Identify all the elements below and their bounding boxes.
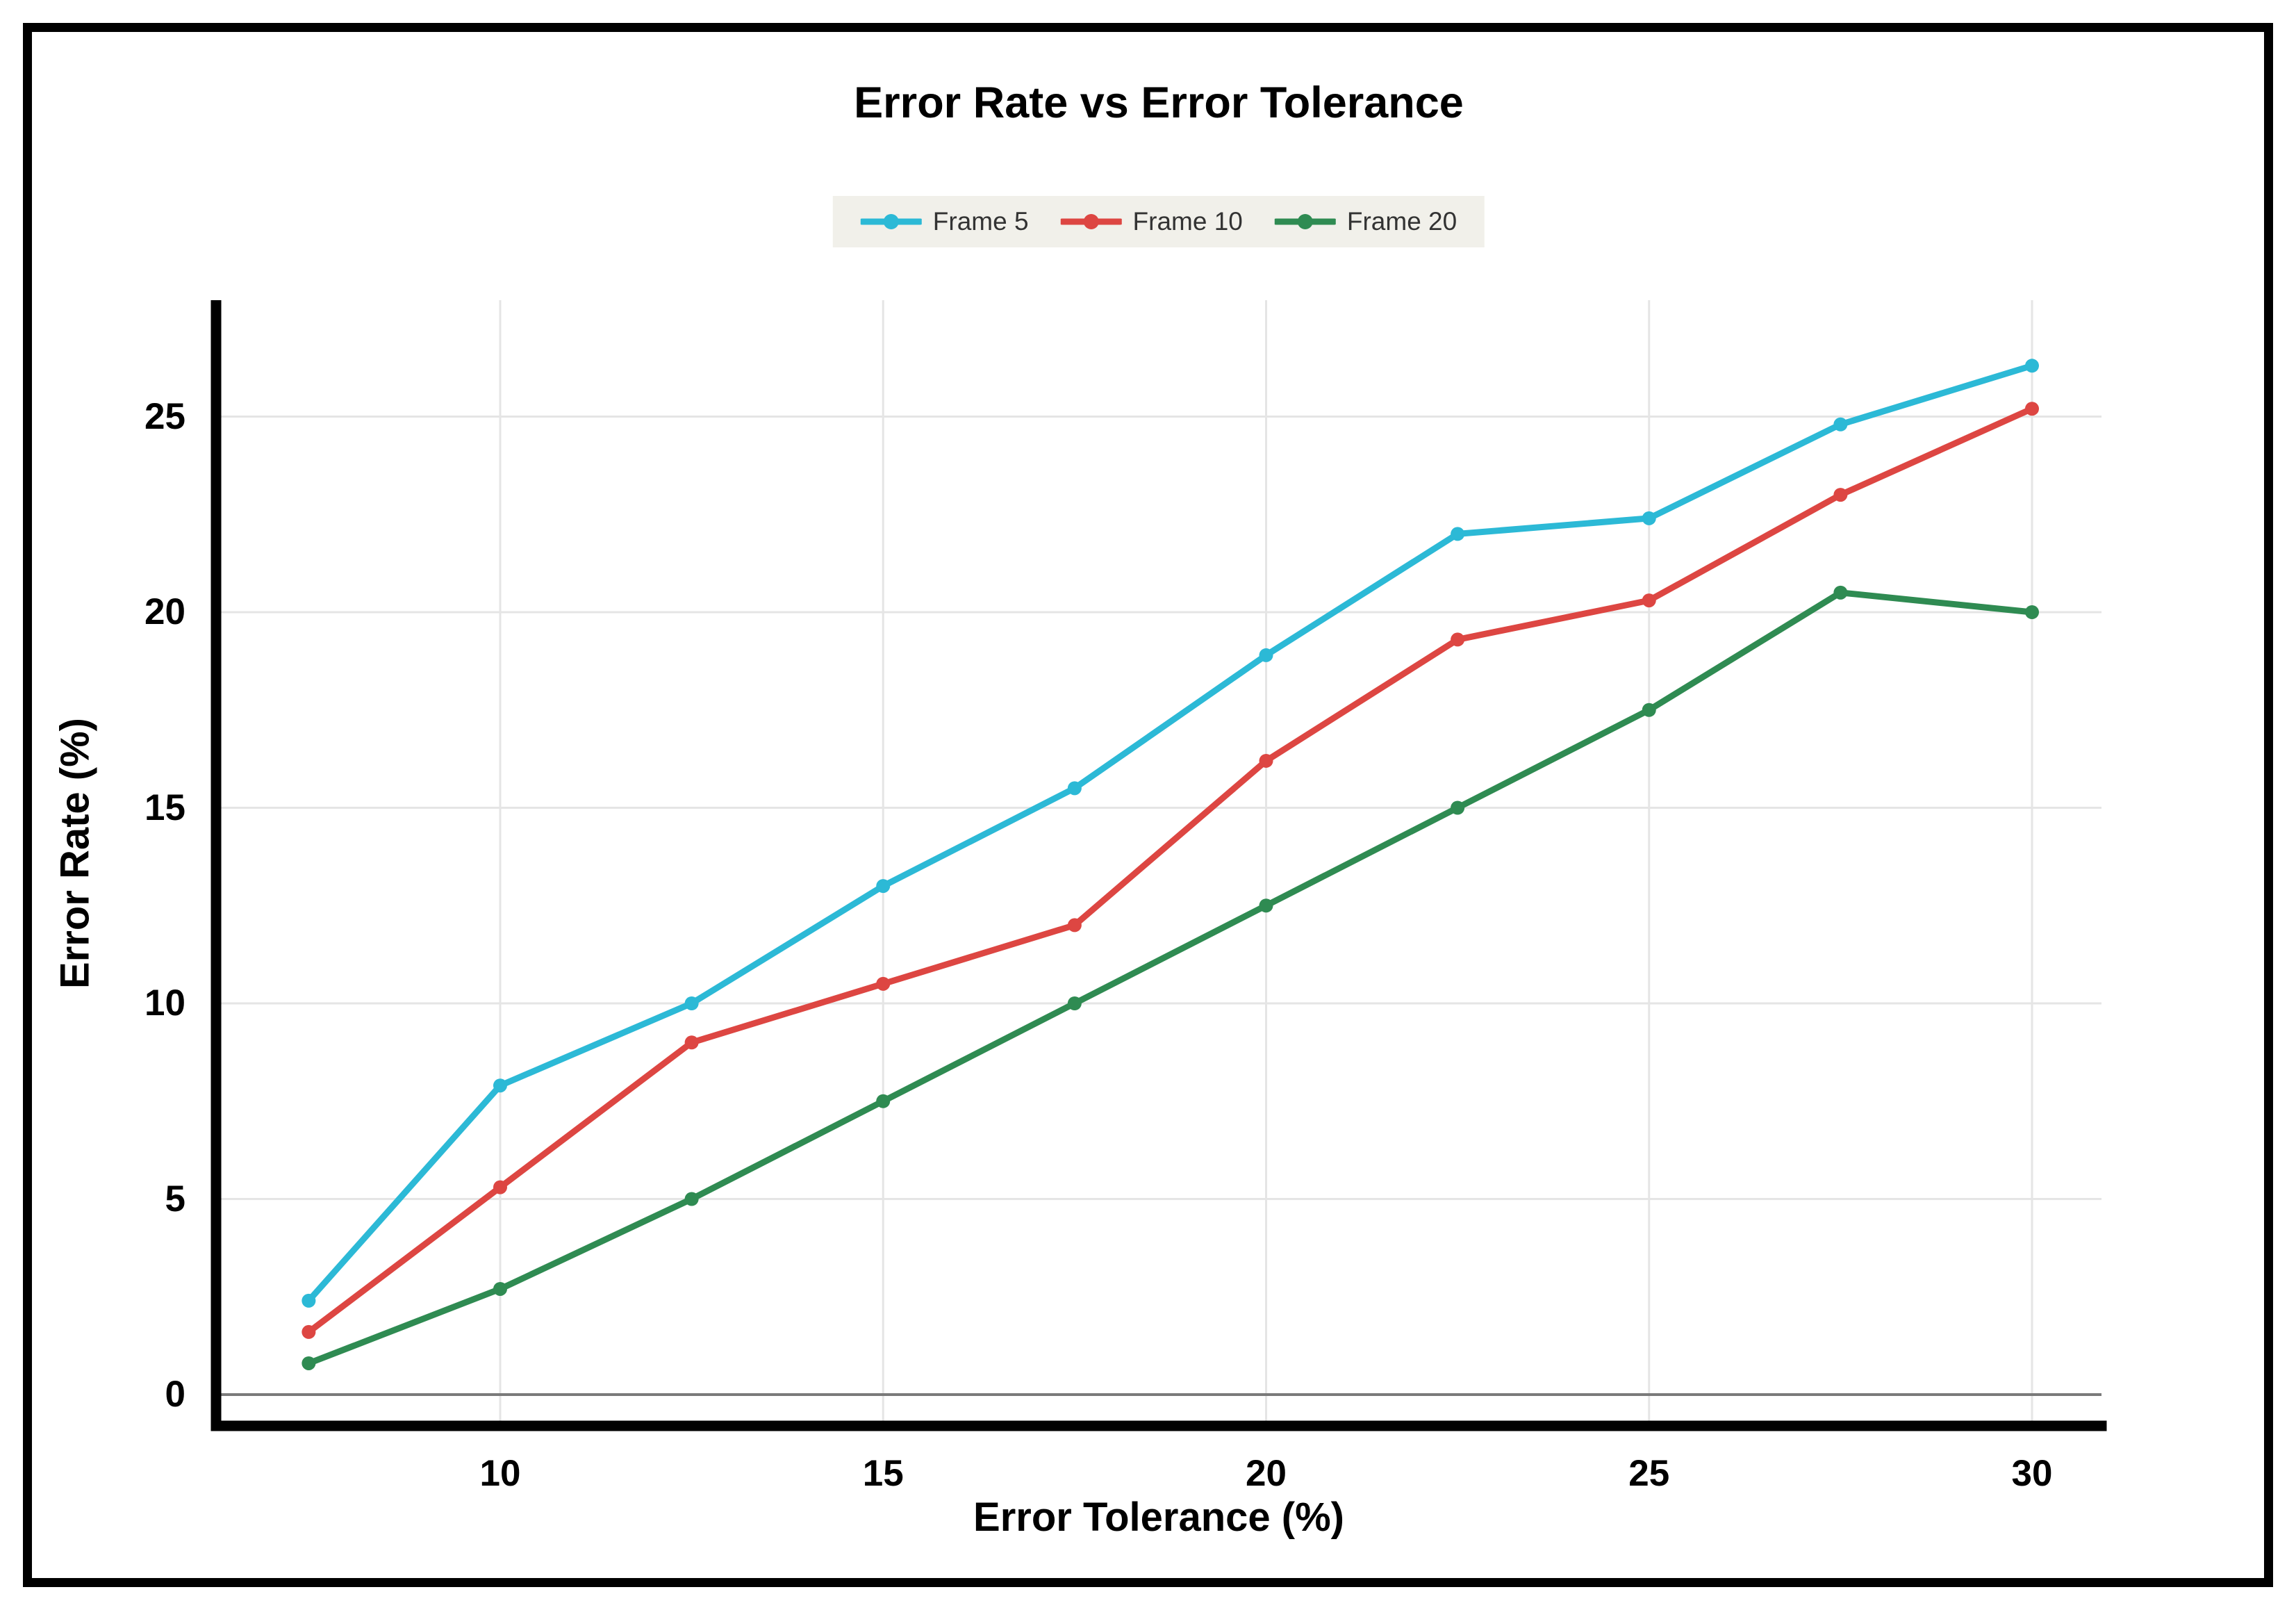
x-axis-label: Error Tolerance (%) [973, 1495, 1344, 1540]
legend-marker [1083, 214, 1099, 229]
legend-item-frame-5: Frame 5 [860, 207, 1029, 236]
data-point-frame-20 [302, 1356, 316, 1370]
data-point-frame-20 [1259, 898, 1273, 913]
axes-spines [210, 300, 2107, 1431]
series-line-frame-20 [305, 589, 2035, 1367]
series-frame-5 [302, 359, 2039, 1308]
data-point-frame-5 [876, 879, 891, 894]
data-point-frame-20 [876, 1094, 891, 1108]
legend-item-frame-10: Frame 10 [1060, 207, 1243, 236]
y-tick-label: 0 [165, 1374, 185, 1415]
data-point-frame-5 [1259, 648, 1273, 662]
data-point-frame-5 [1833, 417, 1848, 432]
data-point-frame-5 [1067, 781, 1082, 796]
legend-label: Frame 10 [1132, 207, 1243, 236]
x-tick-label: 20 [1246, 1453, 1287, 1494]
data-point-frame-10 [1067, 918, 1082, 933]
legend: Frame 5 Frame 10 Frame 20 [832, 196, 1485, 247]
data-point-frame-20 [1067, 996, 1082, 1010]
y-tick-label: 10 [144, 983, 185, 1024]
legend-swatch-frame-20 [1274, 214, 1336, 229]
data-point-frame-5 [1642, 511, 1656, 525]
y-tick-label: 15 [144, 787, 185, 828]
data-point-frame-20 [684, 1192, 699, 1206]
series-line-frame-10 [305, 405, 2035, 1336]
data-point-frame-10 [1451, 632, 1465, 647]
legend-swatch-frame-10 [1060, 214, 1122, 229]
data-point-frame-10 [876, 976, 891, 991]
data-point-frame-5 [1451, 527, 1465, 541]
legend-marker [883, 214, 899, 229]
data-point-frame-10 [1259, 753, 1273, 768]
y-axis-label: Error Rate (%) [52, 718, 98, 989]
series-frame-10 [302, 402, 2039, 1339]
data-point-frame-20 [1451, 800, 1465, 815]
data-point-frame-20 [1833, 585, 1848, 600]
legend-marker [1297, 214, 1313, 229]
legend-label: Frame 20 [1346, 207, 1457, 236]
data-point-frame-10 [2025, 402, 2039, 416]
x-tick-label: 15 [862, 1453, 904, 1494]
y-tick-label: 5 [165, 1178, 185, 1219]
data-point-frame-10 [1833, 488, 1848, 502]
legend-swatch-frame-5 [860, 214, 922, 229]
series-line-frame-5 [305, 362, 2035, 1304]
data-point-frame-10 [302, 1324, 316, 1339]
x-tick-label: 30 [2011, 1453, 2053, 1494]
data-point-frame-5 [493, 1078, 507, 1093]
y-tick-label: 25 [144, 395, 185, 437]
data-point-frame-10 [1642, 593, 1656, 608]
data-point-frame-5 [302, 1293, 316, 1308]
data-point-frame-20 [1642, 703, 1656, 717]
x-axis-spine [210, 1420, 2107, 1431]
gridlines [221, 300, 2101, 1421]
y-axis-spine [210, 300, 222, 1431]
y-tick-label: 20 [144, 591, 185, 632]
chart-title: Error Rate vs Error Tolerance [854, 79, 1464, 127]
data-point-frame-5 [2025, 359, 2039, 373]
x-tick-label: 25 [1628, 1453, 1670, 1494]
legend-item-frame-20: Frame 20 [1274, 207, 1457, 236]
x-tick-label: 10 [479, 1453, 521, 1494]
series-frame-20 [302, 585, 2039, 1370]
data-point-frame-10 [493, 1180, 507, 1194]
data-point-frame-5 [684, 996, 699, 1010]
data-point-frame-20 [493, 1281, 507, 1296]
data-point-frame-10 [684, 1035, 699, 1050]
data-point-frame-20 [2025, 605, 2039, 619]
legend-label: Frame 5 [932, 207, 1029, 236]
